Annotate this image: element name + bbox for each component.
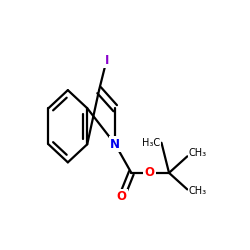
Text: CH₃: CH₃ bbox=[188, 186, 206, 196]
Text: O: O bbox=[145, 166, 155, 179]
Text: O: O bbox=[117, 190, 127, 203]
Text: I: I bbox=[104, 54, 109, 66]
Text: CH₃: CH₃ bbox=[188, 148, 206, 158]
Text: H₃C: H₃C bbox=[142, 138, 161, 148]
Text: N: N bbox=[110, 138, 120, 151]
